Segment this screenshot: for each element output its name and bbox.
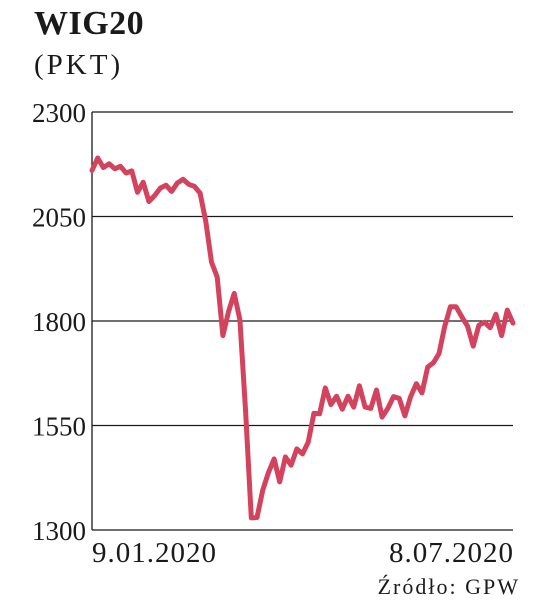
x-tick-label-start: 9.01.2020 (92, 537, 217, 569)
y-tick-labels: 1300 1550 1800 2050 2300 (32, 98, 86, 546)
y-tick-label: 2300 (32, 98, 86, 128)
y-tick-label: 1800 (32, 307, 86, 337)
x-tick-labels: 9.01.2020 8.07.2020 (92, 537, 514, 569)
series-group (89, 155, 516, 521)
series-line (89, 155, 516, 521)
y-tick-label: 1550 (32, 412, 86, 442)
chart-unit-label: (PKT) (34, 49, 124, 81)
x-tick-label-end: 8.07.2020 (389, 537, 514, 569)
source-note: Źródło: GPW (377, 574, 520, 599)
y-tick-label: 1300 (32, 516, 86, 546)
y-tick-label: 2050 (32, 203, 86, 233)
gridlines (92, 111, 513, 531)
chart-title: WIG20 (34, 5, 145, 42)
